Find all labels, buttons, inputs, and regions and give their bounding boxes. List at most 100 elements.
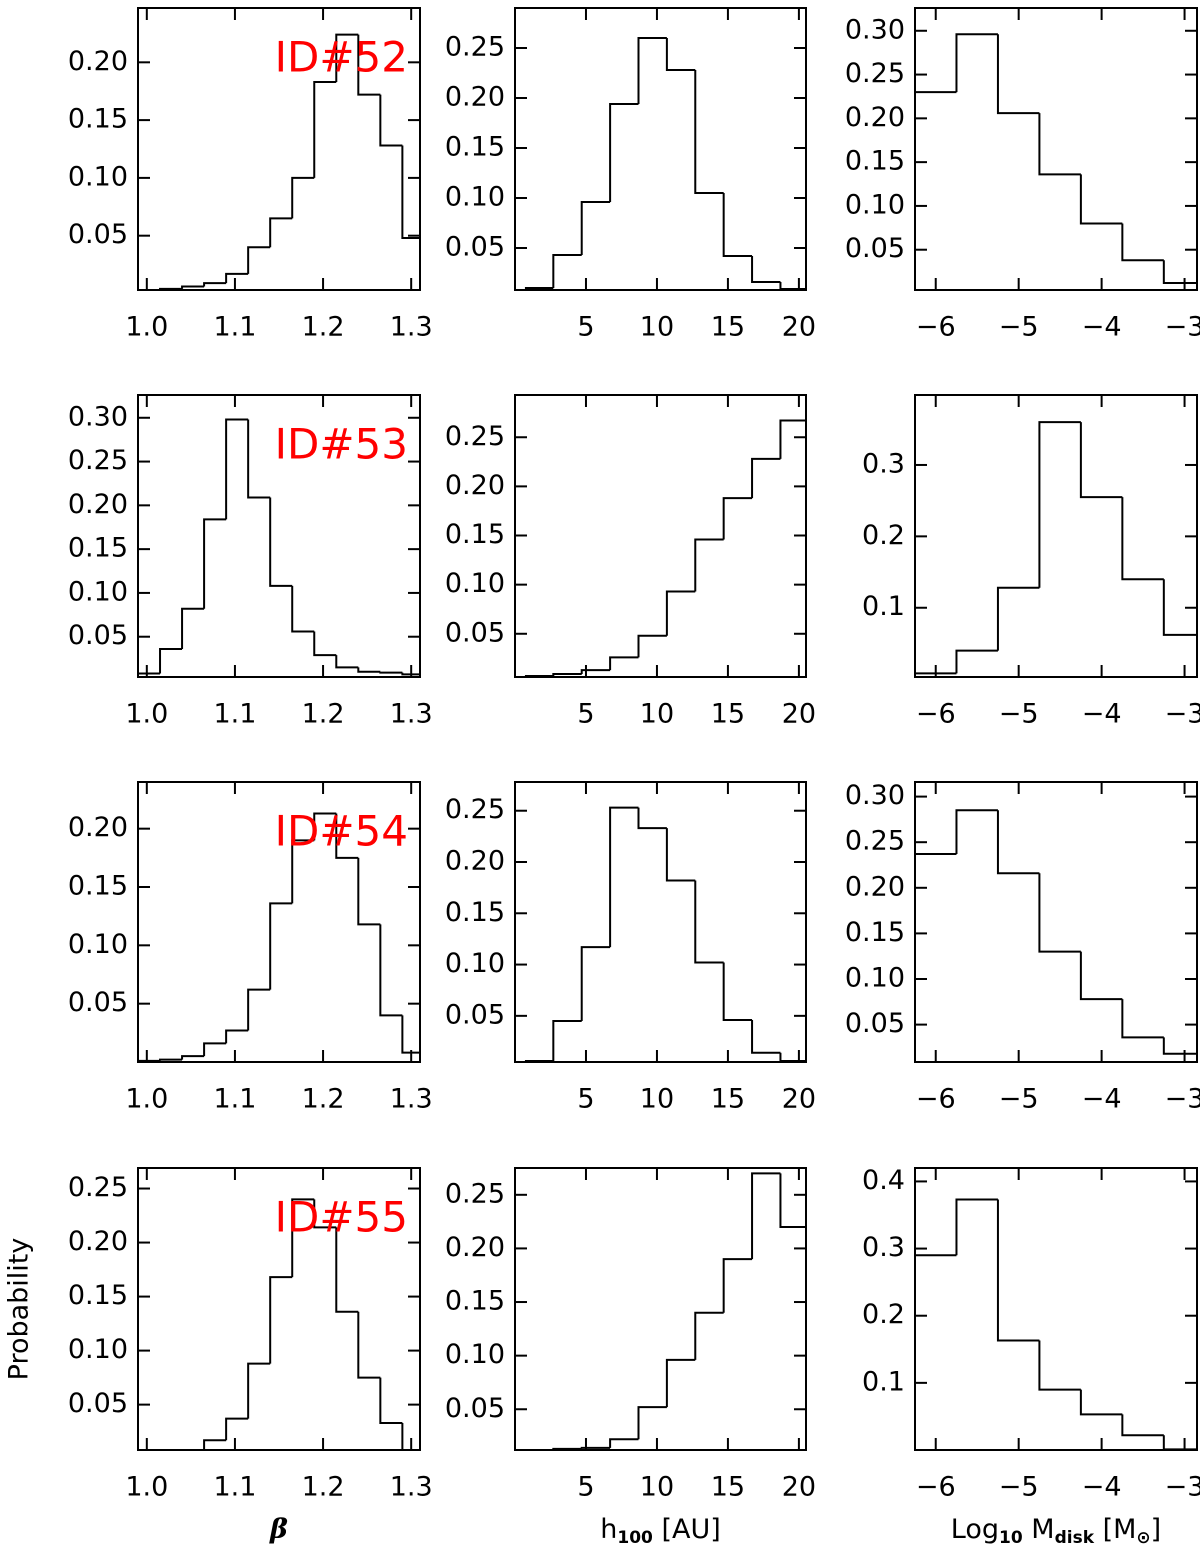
plot-frame <box>914 1167 1198 1451</box>
y-tick-label: 0.10 <box>68 576 128 607</box>
y-tick-label: 0.3 <box>862 448 905 479</box>
panel <box>138 33 420 290</box>
y-tick-label: 0.20 <box>68 46 128 77</box>
histogram-bar <box>580 1446 611 1449</box>
histogram-bar <box>1038 421 1081 588</box>
histogram-bar <box>335 655 359 669</box>
y-tick-label: 0.05 <box>845 1008 905 1039</box>
histogram-bar <box>335 813 359 859</box>
x-tick-label: 15 <box>711 1472 745 1503</box>
x-axis-label: Log10 Mdisk [M⊙] <box>951 1514 1161 1549</box>
y-tick-label: 0.15 <box>445 897 505 928</box>
x-tick-label: 1.1 <box>213 1084 256 1115</box>
histogram-bar <box>379 1377 403 1424</box>
histogram-bar <box>751 1019 781 1054</box>
y-tick-label: 0.05 <box>445 1393 505 1424</box>
y-tick-label: 0.10 <box>845 189 905 220</box>
x-axis-label-part: h <box>600 1514 617 1545</box>
histogram-bar <box>379 671 403 674</box>
histogram-bar <box>357 34 381 96</box>
histogram-bar <box>225 1029 249 1044</box>
histogram-bar <box>580 946 611 1021</box>
x-axis-label-part: Log <box>951 1514 999 1545</box>
x-tick-label: 1.1 <box>213 699 256 730</box>
x-tick-label: 15 <box>711 1084 745 1115</box>
x-tick-label: 1.0 <box>125 1472 168 1503</box>
histogram-bar <box>1038 873 1081 953</box>
y-tick-label: 0.20 <box>445 82 505 113</box>
y-tick-label: 0.30 <box>845 780 905 811</box>
y-tick-label: 0.20 <box>845 102 905 133</box>
x-tick-label: 1.0 <box>125 699 168 730</box>
plot-frame <box>514 781 807 1063</box>
plot-frame <box>514 394 807 678</box>
y-tick-label: 0.10 <box>68 161 128 192</box>
x-axis-label: h100 [AU] <box>600 1514 721 1549</box>
histogram-bar <box>291 839 315 904</box>
histogram-bar <box>1162 579 1197 636</box>
y-tick-label: 0.10 <box>68 929 128 960</box>
y-tick-label: 0.1 <box>862 1366 905 1397</box>
y-tick-label: 0.30 <box>845 14 905 45</box>
y-tick-label: 0.20 <box>68 1226 128 1257</box>
y-tick-label: 0.15 <box>445 132 505 163</box>
histogram-bar <box>203 1439 227 1450</box>
y-tick-label: 0.1 <box>862 591 905 622</box>
y-tick-label: 0.05 <box>445 617 505 648</box>
annotation: ID#55 <box>275 1193 408 1242</box>
y-tick-label: 0.20 <box>445 1232 505 1263</box>
x-tick-label: 1.1 <box>213 312 256 343</box>
histogram-bar <box>225 272 249 284</box>
x-tick-label: 1.3 <box>390 1472 433 1503</box>
x-tick-label: 5 <box>577 1472 594 1503</box>
histogram-bar <box>955 33 998 93</box>
x-tick-label: −5 <box>999 312 1039 343</box>
histogram-bar <box>401 672 420 676</box>
x-tick-label: 1.3 <box>390 1084 433 1115</box>
histogram-bar <box>637 37 667 104</box>
histogram-bar <box>335 1227 359 1313</box>
y-tick-label: 0.25 <box>845 826 905 857</box>
histogram-bar <box>955 649 998 674</box>
histogram-bar <box>552 673 582 677</box>
histogram-bar <box>779 1173 806 1228</box>
histogram-bar <box>637 1406 667 1440</box>
plot-frame <box>514 1167 807 1451</box>
histogram-bar <box>694 880 724 964</box>
x-tick-label: 15 <box>711 312 745 343</box>
histogram-bar <box>247 246 271 274</box>
y-tick-label: 0.15 <box>68 533 128 564</box>
y-tick-label: 0.30 <box>68 401 128 432</box>
histogram-bar <box>1079 1389 1123 1416</box>
x-tick-label: −4 <box>1082 699 1122 730</box>
histogram-bar <box>1162 1037 1197 1055</box>
y-tick-label: 0.15 <box>445 1286 505 1317</box>
histogram-bar <box>401 1422 404 1450</box>
histogram-bar <box>751 1172 781 1260</box>
y-tick-label: 0.25 <box>445 421 505 452</box>
x-axis-label: β <box>269 1514 288 1545</box>
x-tick-label: 15 <box>711 699 745 730</box>
x-tick-label: −6 <box>916 699 956 730</box>
x-tick-label: 20 <box>782 312 816 343</box>
histogram-bar <box>637 807 667 830</box>
histogram-bar <box>357 857 381 926</box>
annotation: ID#54 <box>275 807 408 856</box>
plot-frame <box>137 1167 421 1451</box>
plot-frame <box>137 7 421 291</box>
x-tick-label: 1.3 <box>390 312 433 343</box>
y-tick-label: 0.25 <box>68 1172 128 1203</box>
histogram-bar <box>181 285 205 289</box>
y-tick-label: 0.15 <box>68 871 128 902</box>
x-tick-label: 5 <box>577 312 594 343</box>
histogram-bar <box>665 38 696 71</box>
histogram-bar <box>313 812 337 841</box>
histogram-bar <box>779 419 806 459</box>
histogram-bar <box>609 806 639 948</box>
histogram-bar <box>1162 1435 1197 1450</box>
x-axis-label-part: β <box>269 1514 288 1545</box>
histogram-bar <box>313 631 337 657</box>
histogram-bar <box>401 145 420 239</box>
panel <box>138 418 420 676</box>
